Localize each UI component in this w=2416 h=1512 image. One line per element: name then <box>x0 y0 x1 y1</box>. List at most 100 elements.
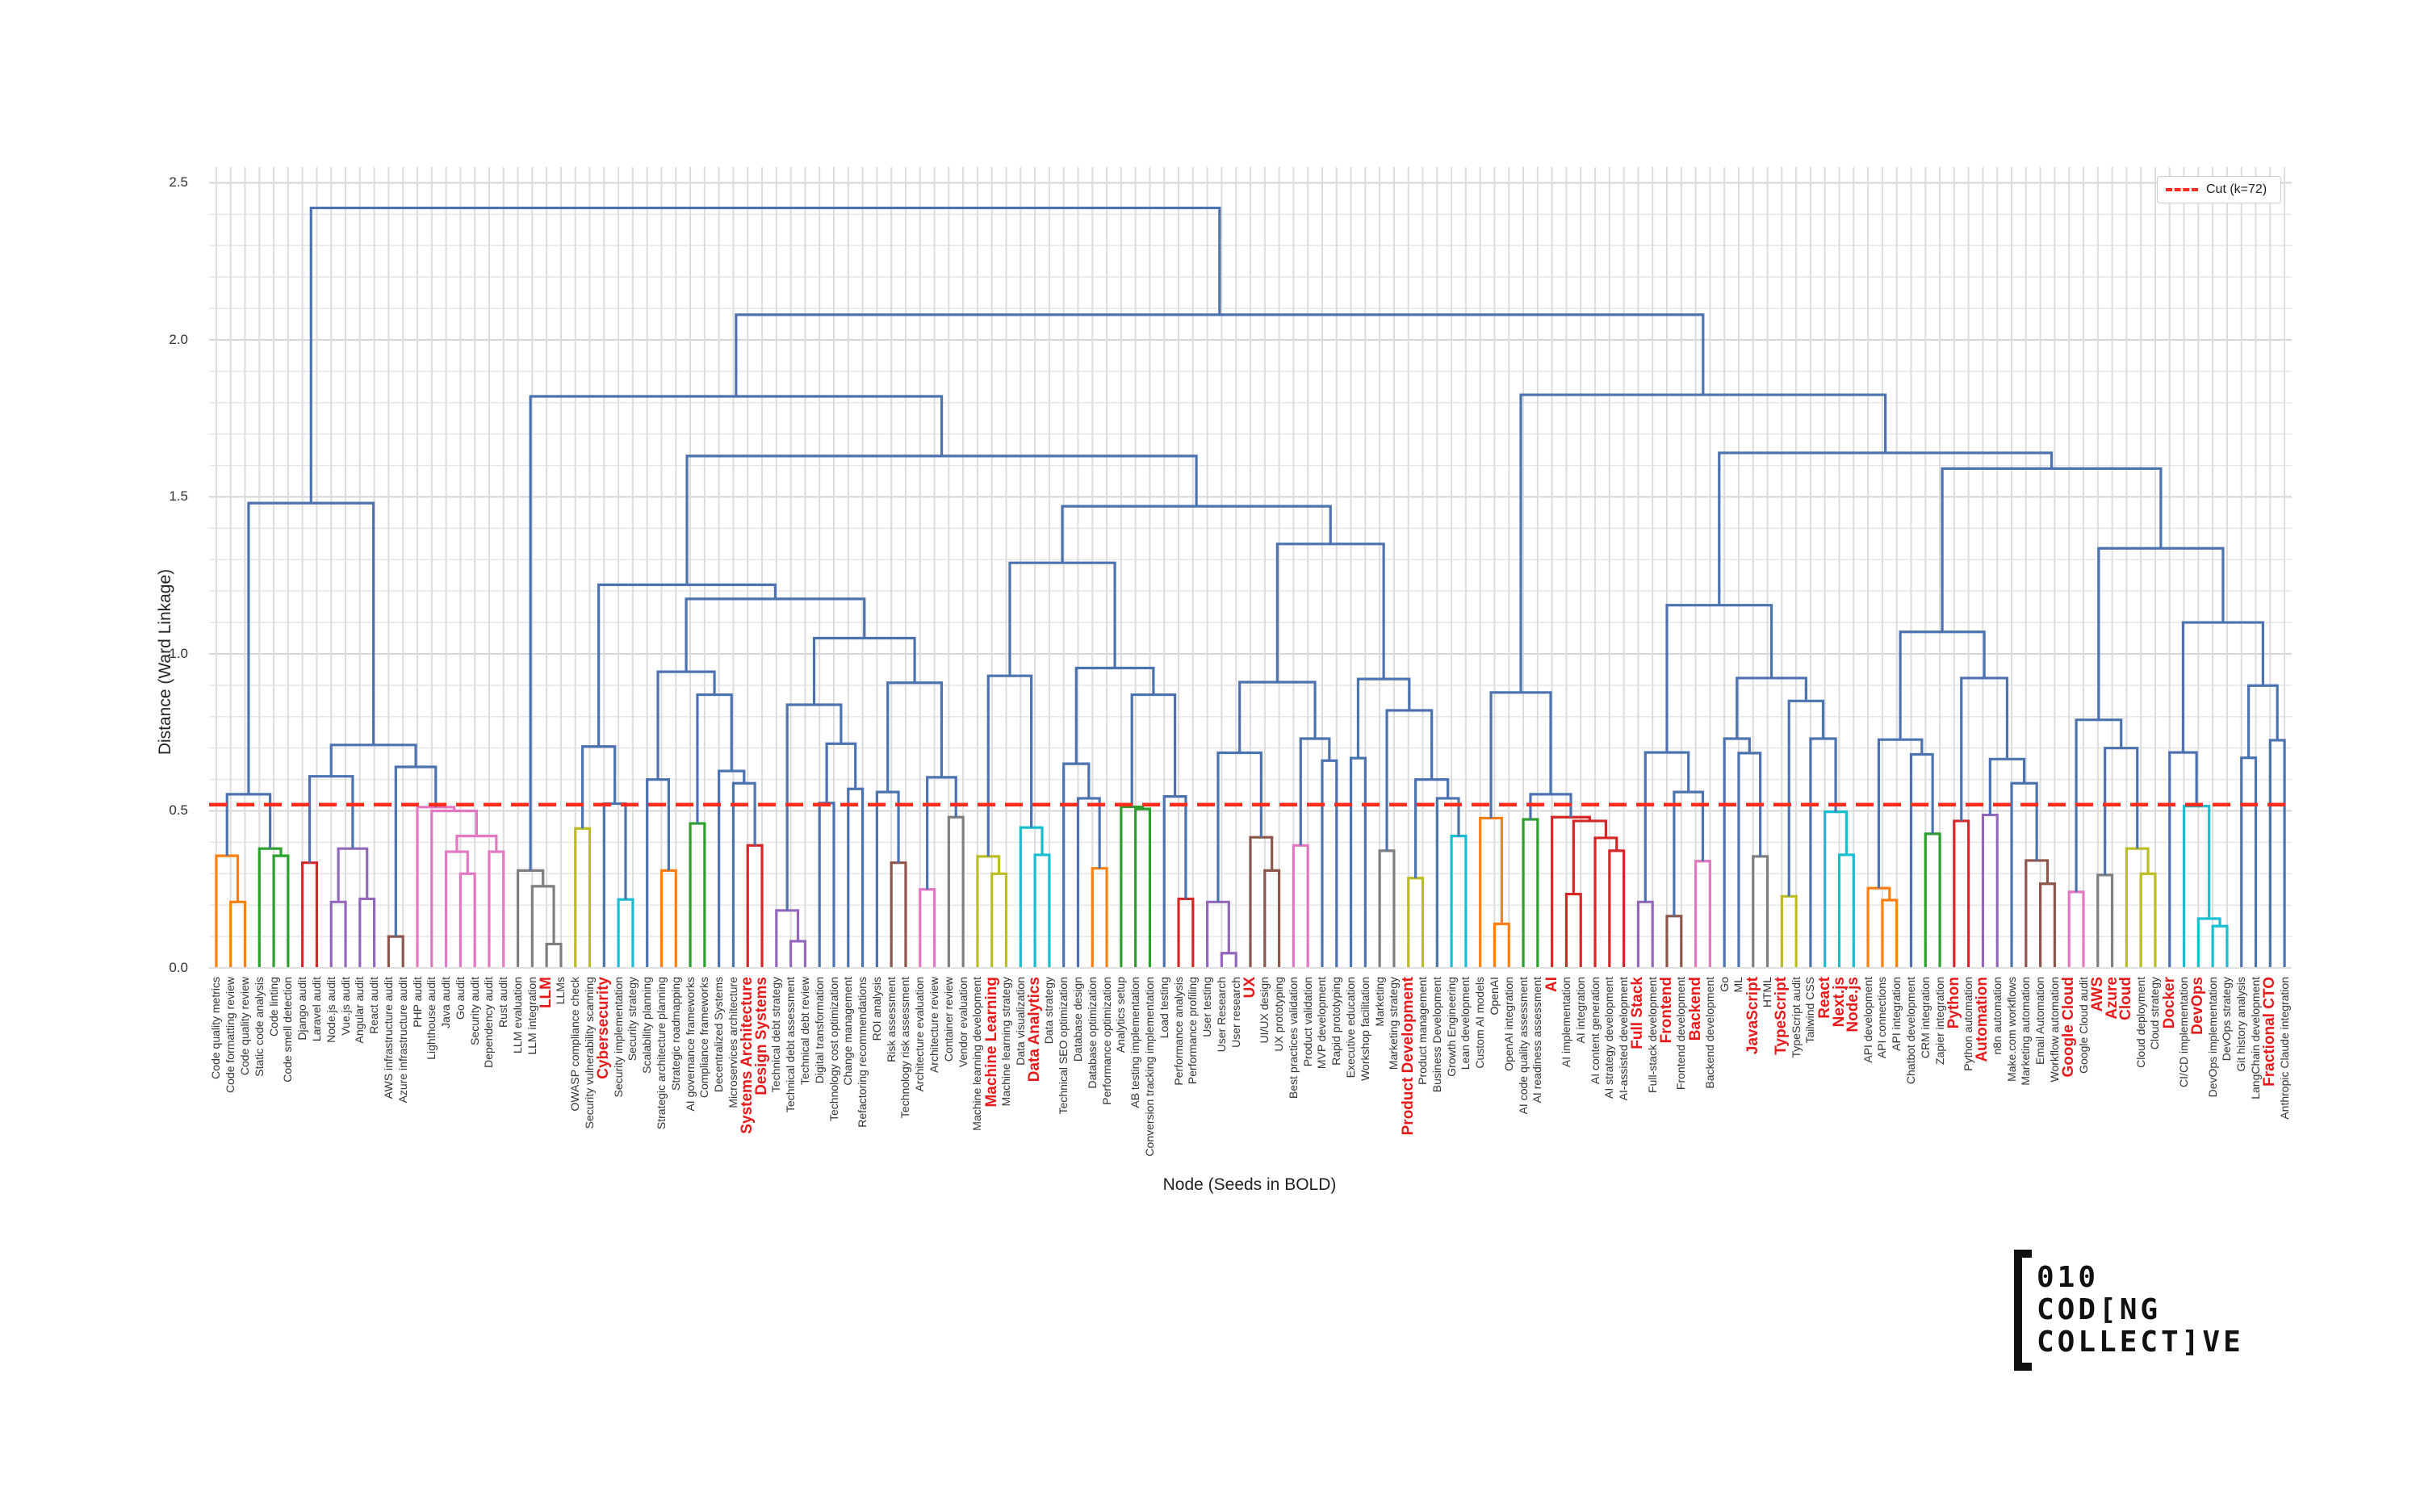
leaf-label: Git history analysis <box>2234 977 2248 1072</box>
dendrogram-link <box>1780 894 1798 968</box>
leaf-label: ML <box>1731 977 1745 993</box>
leaf-label: DevOps implementation <box>2205 977 2219 1098</box>
leaf-label: Anthropic Claude integration <box>2277 977 2291 1120</box>
dendrogram-link <box>685 597 866 672</box>
leaf-label: Static code analysis <box>252 977 266 1077</box>
seed-leaf-label: Docker <box>2160 977 2178 1029</box>
seed-leaf-label: Google Cloud <box>2060 977 2078 1078</box>
dendrogram-link <box>416 806 456 968</box>
leaf-label: Strategic architecture planning <box>654 977 668 1130</box>
dendrogram-link <box>602 802 627 968</box>
dendrogram-link <box>947 815 965 968</box>
dendrogram-link <box>430 809 478 968</box>
leaf-label: API connections <box>1875 977 1889 1059</box>
cut-line-legend-swatch <box>2166 188 2198 191</box>
dendrogram-link <box>1385 709 1434 851</box>
leaf-label: React audit <box>367 977 381 1034</box>
leaf-label: Analytics setup <box>1114 977 1128 1053</box>
dendrogram-link <box>1275 542 1385 682</box>
leaf-label: Technical debt assessment <box>784 977 798 1113</box>
seed-leaf-label: UX <box>1241 977 1258 999</box>
dendrogram-link <box>337 847 369 903</box>
dendrogram-link <box>247 501 375 794</box>
dendrogram-link <box>775 909 800 968</box>
leaf-label: Code smell detection <box>281 977 295 1083</box>
dendrogram-link <box>2139 872 2157 968</box>
leaf-label: Database optimization <box>1085 977 1099 1089</box>
dendrogram-link <box>545 942 563 968</box>
dendrogram-link <box>2211 924 2229 968</box>
leaf-label: AI readiness assessment <box>1530 977 1544 1104</box>
seed-leaf-label: JavaScript <box>1744 977 1761 1055</box>
dendrogram-link <box>1134 807 1152 968</box>
dendrogram-link <box>718 769 746 968</box>
legend: Cut (k=72) <box>2157 176 2281 203</box>
leaf-label: AI integration <box>1573 977 1587 1044</box>
legend-label-cut: Cut (k=72) <box>2206 182 2267 196</box>
dendrogram-link <box>1909 752 1934 968</box>
dendrogram-link <box>2182 805 2211 968</box>
leaf-label: Vue.js audit <box>338 977 352 1036</box>
dendrogram-link <box>1162 794 1187 968</box>
leaf-label: Go audit <box>453 977 467 1020</box>
dendrogram-link <box>1723 737 1751 968</box>
dendrogram-link <box>1608 849 1626 968</box>
dendrogram-link <box>1263 869 1281 968</box>
leaf-label: Container review <box>941 977 955 1062</box>
leaf-label: Rapid prototyping <box>1329 977 1343 1066</box>
leaf-label: AB testing implementation <box>1128 977 1142 1108</box>
dendrogram-link <box>1981 813 1999 968</box>
dendrogram-link <box>1877 738 1924 889</box>
leaf-label: CRM integration <box>1918 977 1932 1059</box>
leaf-label: Marketing <box>1372 977 1386 1027</box>
leaf-label: Email Automation <box>2033 977 2047 1065</box>
leaf-label: Chatbot development <box>1903 977 1917 1085</box>
dendrogram-link <box>986 674 1033 857</box>
leaf-label: Security audit <box>467 977 481 1045</box>
leaf-label: Node.js audit <box>324 977 337 1043</box>
leaf-label: OWASP compliance check <box>568 977 582 1112</box>
dendrogram-link <box>1435 797 1460 968</box>
logo-line-1: 010 <box>2037 1261 2100 1294</box>
leaf-label: Technology risk assessment <box>898 977 912 1119</box>
dendrogram-link <box>926 776 957 890</box>
leaf-label: DevOps strategy <box>2220 977 2234 1062</box>
dendrogram-link <box>1177 897 1195 968</box>
leaf-label: Lighthouse audit <box>425 977 438 1060</box>
leaf-label: Custom AI models <box>1473 977 1487 1069</box>
leaf-label: Technical debt strategy <box>769 977 783 1093</box>
leaf-label: OpenAI <box>1487 977 1501 1016</box>
leaf-label: MVP development <box>1315 977 1329 1070</box>
leaf-label: Technology cost optimization <box>827 977 840 1121</box>
leaf-label: Load testing <box>1157 977 1170 1039</box>
dendrogram-link <box>574 827 592 968</box>
dendrogram-link <box>2181 621 2265 753</box>
seed-leaf-label: DevOps <box>2189 977 2207 1035</box>
dendrogram-link <box>581 745 617 829</box>
dendrogram-link <box>1519 393 1887 693</box>
leaf-label: Angular audit <box>353 977 366 1044</box>
leaf-label: Executive education <box>1344 977 1358 1079</box>
dendrogram-link <box>1924 832 1941 968</box>
dendrogram-link <box>2247 684 2279 758</box>
dendrogram-link <box>1593 836 1618 968</box>
seed-leaf-label: Python <box>1945 977 1962 1029</box>
dendrogram-link <box>1076 797 1101 968</box>
dendrogram-link <box>455 835 498 852</box>
leaf-label: Laravel audit <box>309 977 323 1042</box>
leaf-label: Architecture review <box>927 977 941 1074</box>
leaf-label: Cloud strategy <box>2148 977 2162 1050</box>
dendrogram-link <box>1216 751 1262 903</box>
dendrogram-link <box>1414 777 1450 878</box>
leaf-label: LLM evaluation <box>511 977 525 1053</box>
leaf-label: Performance analysis <box>1171 977 1185 1086</box>
leaf-label: Compliance frameworks <box>697 977 711 1099</box>
leaf-label: Code quality review <box>237 977 251 1076</box>
dendrogram-link <box>847 787 865 968</box>
leaf-label: Code linting <box>266 977 280 1037</box>
seed-leaf-label: Frontend <box>1658 977 1675 1044</box>
seed-leaf-label: Data Analytics <box>1026 977 1044 1083</box>
dendrogram-link <box>818 802 835 968</box>
leaf-label: LLMs <box>554 977 567 1005</box>
leaf-label: Make.com workflows <box>2004 977 2018 1082</box>
